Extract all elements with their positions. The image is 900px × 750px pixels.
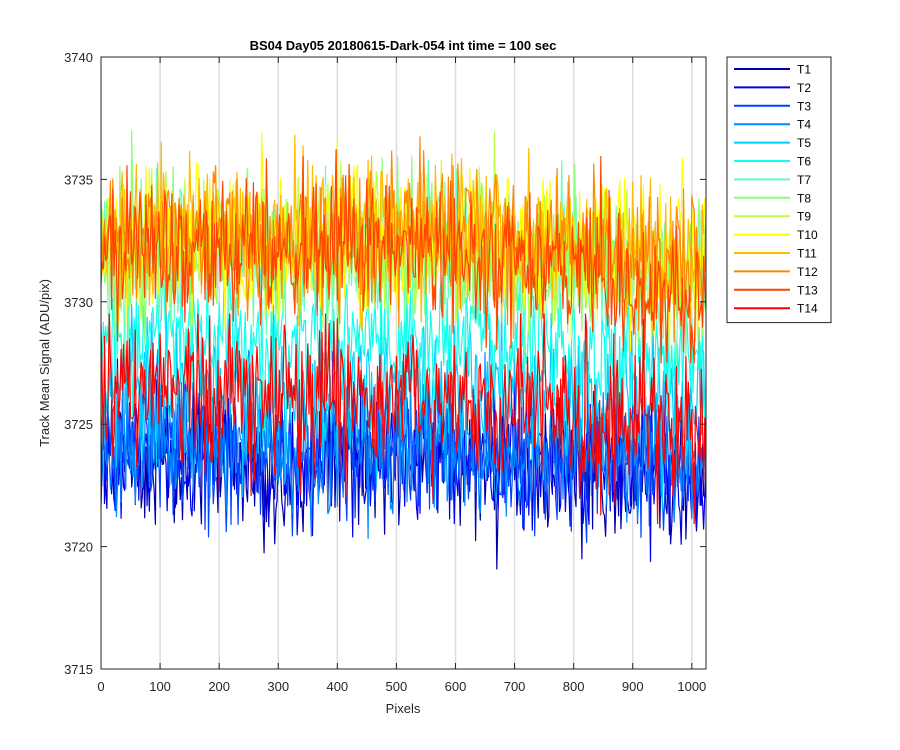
chart-title: BS04 Day05 20180615-Dark-054 int time = … xyxy=(250,38,557,53)
x-tick-label: 0 xyxy=(97,679,104,694)
x-tick-label: 700 xyxy=(504,679,526,694)
legend-box xyxy=(726,56,832,324)
legend-label-t4: T4 xyxy=(797,118,811,132)
x-tick-label: 100 xyxy=(149,679,171,694)
legend-label-t2: T2 xyxy=(797,81,811,95)
y-tick-label: 3720 xyxy=(64,540,93,555)
y-axis-label: Track Mean Signal (ADU/pix) xyxy=(37,279,52,447)
x-tick-label: 400 xyxy=(326,679,348,694)
x-tick-label: 1000 xyxy=(677,679,706,694)
series-layer xyxy=(101,129,706,570)
series-line-t13 xyxy=(101,149,706,364)
y-tick-label: 3740 xyxy=(64,50,93,65)
legend-label-t3: T3 xyxy=(797,99,811,113)
x-tick-label: 200 xyxy=(208,679,230,694)
plot-frame xyxy=(100,56,707,670)
legend-label-t7: T7 xyxy=(797,173,811,187)
legend-label-t11: T11 xyxy=(797,247,817,261)
x-tick-label: 600 xyxy=(445,679,467,694)
legend-label-t5: T5 xyxy=(797,136,811,150)
series-line-t12 xyxy=(101,136,706,343)
legend-label-t13: T13 xyxy=(797,283,818,297)
x-tick-label: 500 xyxy=(386,679,408,694)
legend-label-t6: T6 xyxy=(797,155,811,169)
series-line-t14 xyxy=(101,313,706,525)
axes: 0 100 200 300 400 500 600 700 800 900 1000 3715 3720… xyxy=(64,50,706,694)
series-line-t4 xyxy=(101,345,706,540)
x-axis-label: Pixels xyxy=(386,701,421,716)
y-tick-label: 3715 xyxy=(64,662,93,677)
legend-label-t10: T10 xyxy=(797,228,818,242)
x-tick-label: 300 xyxy=(267,679,289,694)
legend-label-t9: T9 xyxy=(797,210,811,224)
legend-label-t1: T1 xyxy=(797,63,811,77)
legend-label-t8: T8 xyxy=(797,191,811,205)
legend: T1 T2 T3 T4 T5 T6 T7 T8 T9 T10 T11 T12 T13 T14 xyxy=(726,56,832,324)
legend-label-t12: T12 xyxy=(797,265,818,279)
x-tick-label: 900 xyxy=(622,679,644,694)
legend-label-t14: T14 xyxy=(797,302,818,316)
y-tick-label: 3725 xyxy=(64,417,93,432)
y-tick-label: 3735 xyxy=(64,172,93,187)
x-tick-label: 800 xyxy=(563,679,585,694)
y-tick-label: 3730 xyxy=(64,295,93,310)
